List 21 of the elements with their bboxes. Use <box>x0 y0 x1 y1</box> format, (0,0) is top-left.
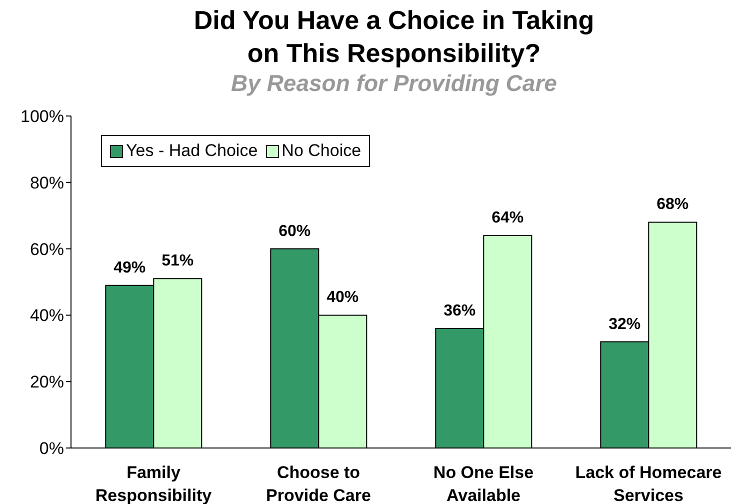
data-label: 51% <box>162 252 194 270</box>
y-tick-label: 0% <box>39 439 64 458</box>
data-label: 49% <box>114 259 146 276</box>
data-label: 32% <box>608 316 641 333</box>
x-tick-label: Lack of Homecare Services <box>575 463 722 504</box>
data-label: 40% <box>326 289 359 306</box>
y-tick-label: 80% <box>30 173 64 192</box>
y-tick-label: 60% <box>30 240 64 259</box>
legend-label: Yes - Had Choice <box>126 141 258 161</box>
data-label: 68% <box>656 196 689 214</box>
x-tick-label: No One Else Available <box>433 463 534 504</box>
data-label: 64% <box>492 210 524 227</box>
legend-label: No Choice <box>282 141 362 161</box>
chart-title: Did You Have a Choice in Taking on This Responsibility? <box>192 4 596 70</box>
y-tick-label: 20% <box>30 372 64 392</box>
y-tick-label: 100% <box>20 107 64 126</box>
data-label: 36% <box>444 302 476 320</box>
y-tick-label: 40% <box>30 306 64 326</box>
chart-subtitle: By Reason for Providing Care <box>230 70 558 97</box>
data-label: 60% <box>278 222 311 240</box>
x-tick-label: Choose to Provide Care <box>266 463 371 504</box>
